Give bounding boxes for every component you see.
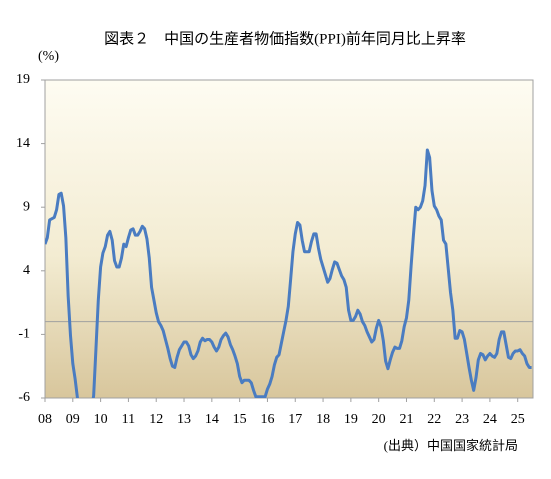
- y-axis-label: (%): [38, 49, 59, 64]
- y-tick-label: 4: [23, 263, 30, 278]
- x-tick-label: 20: [372, 412, 386, 427]
- x-tick-label: 16: [260, 412, 274, 427]
- x-tick-label: 15: [233, 412, 247, 427]
- y-tick-label: 14: [16, 136, 30, 151]
- x-tick-label: 24: [483, 412, 497, 427]
- chart-title: 図表２ 中国の生産者物価指数(PPI)前年同月比上昇率: [104, 30, 466, 47]
- x-tick-label: 22: [427, 412, 441, 427]
- x-tick-label: 12: [149, 412, 163, 427]
- x-tick-label: 08: [38, 412, 52, 427]
- x-tick-label: 23: [455, 412, 469, 427]
- x-tick-label: 11: [122, 412, 135, 427]
- x-tick-label: 13: [177, 412, 191, 427]
- x-tick-label: 19: [344, 412, 358, 427]
- plot-area: [44, 79, 534, 399]
- x-tick-label: 09: [66, 412, 80, 427]
- x-tick-label: 17: [288, 412, 302, 427]
- x-tick-label: 21: [399, 412, 413, 427]
- y-tick-label: -6: [18, 390, 30, 405]
- data-line: [45, 148, 532, 398]
- y-tick-label: -1: [18, 327, 30, 342]
- x-tick-label: 25: [511, 412, 525, 427]
- x-tick-label: 10: [94, 412, 108, 427]
- y-tick-label: 19: [16, 72, 30, 87]
- x-tick-label: 14: [205, 412, 219, 427]
- source-note: (出典）中国国家統計局: [384, 438, 518, 453]
- y-tick-label: 9: [23, 199, 30, 214]
- x-tick-label: 18: [316, 412, 330, 427]
